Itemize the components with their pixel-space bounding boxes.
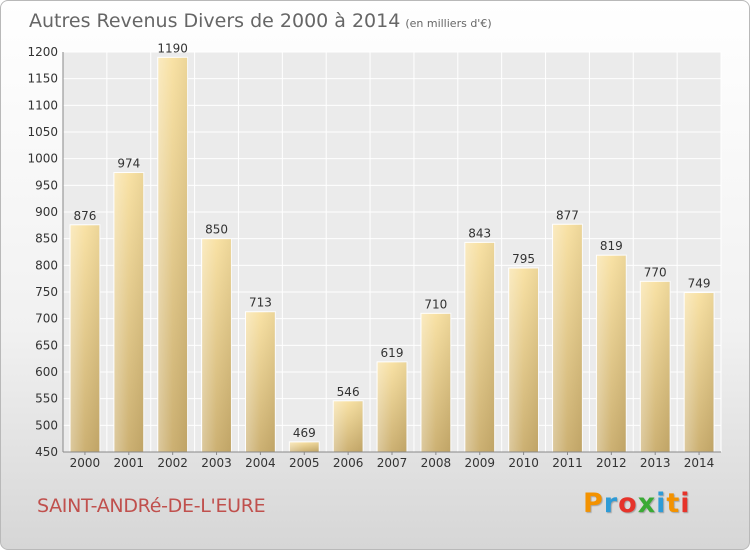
y-tick-label: 1050	[27, 125, 58, 139]
bar-value-label: 843	[468, 226, 491, 240]
y-tick-label: 1000	[27, 152, 58, 166]
y-tick-label: 500	[35, 418, 58, 432]
bar-group	[69, 224, 101, 453]
logo-letter: r	[603, 488, 619, 519]
y-tick-label: 650	[35, 338, 58, 352]
bar-value-label: 710	[424, 297, 447, 311]
x-tick-label: 2006	[333, 456, 364, 470]
bar-shine	[113, 172, 144, 453]
bar-shine	[684, 292, 714, 452]
y-tick-label: 850	[35, 232, 58, 246]
y-tick-label: 750	[35, 285, 58, 299]
logo-letter: o	[618, 488, 638, 519]
chart-title: Autres Revenus Divers de 2000 à 2014 (en …	[29, 10, 492, 32]
bar-value-label: 795	[512, 252, 535, 266]
bar-group	[683, 292, 715, 453]
y-tick-label: 550	[35, 392, 58, 406]
logo-letter: i	[656, 488, 667, 519]
bar-shine	[377, 361, 407, 452]
y-tick-label: 950	[35, 178, 58, 192]
logo-letter: i	[680, 488, 691, 519]
x-tick-label: 2000	[70, 456, 101, 470]
bar-group	[552, 223, 583, 453]
bar-shine	[596, 255, 627, 452]
bar-value-label: 819	[600, 239, 623, 253]
bar-group	[508, 267, 540, 453]
bar-value-label: 770	[644, 265, 667, 279]
bar-value-label: 876	[73, 209, 96, 223]
bar-shine	[508, 268, 539, 452]
bar-group	[113, 172, 145, 453]
bar-group	[201, 238, 232, 453]
bar-shine	[157, 57, 188, 452]
x-tick-label: 2011	[552, 456, 583, 470]
y-tick-label: 900	[35, 205, 58, 219]
x-tick-label: 2004	[245, 456, 276, 470]
x-tick-label: 2014	[684, 456, 715, 470]
bar-shine	[289, 441, 320, 452]
bar-group	[244, 311, 276, 453]
x-tick-label: 2008	[421, 456, 452, 470]
bar-shine	[552, 224, 583, 452]
x-tick-label: 2003	[201, 456, 232, 470]
bar-shine	[245, 311, 276, 452]
bar-group	[332, 400, 364, 453]
x-tick-label: 2012	[596, 456, 627, 470]
bar-shine	[640, 281, 671, 452]
y-tick-label: 1100	[27, 98, 58, 112]
chart-title-text: Autres Revenus Divers de 2000 à 2014	[29, 10, 401, 32]
x-tick-label: 2005	[289, 456, 320, 470]
logo-letter: P	[583, 488, 604, 519]
y-tick-label: 1200	[27, 45, 58, 59]
bar-shine	[70, 224, 100, 452]
bar-value-label: 1190	[157, 41, 188, 55]
commune-name: SAINT-ANDRé-DE-L'EURE	[37, 495, 266, 517]
bar-shine	[201, 238, 232, 452]
chart-subtitle: (en milliers d'€)	[405, 17, 492, 30]
bar-group	[595, 254, 627, 453]
bar-value-label: 877	[556, 208, 579, 222]
bar-shine	[464, 242, 495, 452]
bar-value-label: 469	[293, 426, 316, 440]
x-tick-label: 2010	[508, 456, 539, 470]
bar-group	[639, 280, 671, 453]
y-tick-label: 700	[35, 312, 58, 326]
logo-letter: t	[666, 488, 681, 519]
x-tick-label: 2001	[114, 456, 145, 470]
y-tick-label: 450	[35, 445, 58, 459]
bar-group	[420, 312, 452, 453]
x-tick-label: 2009	[464, 456, 495, 470]
y-tick-label: 1150	[27, 72, 58, 86]
bar-shine	[333, 400, 364, 452]
bar-value-label: 713	[249, 296, 272, 310]
bar-shine	[420, 313, 451, 452]
bar-value-label: 619	[381, 346, 404, 360]
bar-value-label: 546	[337, 385, 360, 399]
y-tick-label: 600	[35, 365, 58, 379]
bar-group	[288, 441, 320, 453]
bar-value-label: 974	[117, 157, 140, 171]
x-tick-label: 2013	[640, 456, 671, 470]
y-tick-label: 800	[35, 258, 58, 272]
x-tick-label: 2007	[377, 456, 408, 470]
bar-group	[464, 241, 496, 453]
bar-group	[376, 361, 408, 453]
x-tick-label: 2002	[157, 456, 188, 470]
proxiti-logo[interactable]: Proxiti	[583, 488, 691, 519]
bar-group	[157, 56, 189, 453]
bar-value-label: 749	[688, 277, 711, 291]
bar-value-label: 850	[205, 223, 228, 237]
logo-letter: x	[637, 488, 657, 519]
